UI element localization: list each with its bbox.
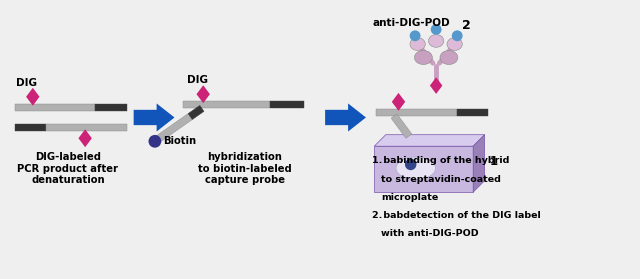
Text: Biotin: Biotin [163, 136, 196, 146]
Polygon shape [183, 101, 270, 108]
Text: 1. babinding of the hybrid: 1. babinding of the hybrid [372, 156, 509, 165]
Polygon shape [376, 109, 456, 116]
FancyArrow shape [134, 104, 175, 131]
Text: 2. babdetection of the DIG label: 2. babdetection of the DIG label [372, 211, 541, 220]
Polygon shape [153, 114, 192, 144]
Polygon shape [391, 114, 412, 138]
Text: to streptavidin-coated: to streptavidin-coated [381, 175, 501, 184]
Polygon shape [15, 124, 46, 131]
Polygon shape [392, 93, 405, 111]
Ellipse shape [429, 35, 444, 47]
Ellipse shape [396, 157, 436, 179]
Text: hybridization
to biotin-labeled
capture probe: hybridization to biotin-labeled capture … [198, 152, 292, 185]
Polygon shape [15, 104, 95, 111]
Polygon shape [188, 105, 204, 120]
Circle shape [148, 135, 161, 148]
Text: DIG: DIG [187, 75, 207, 85]
Polygon shape [79, 129, 92, 147]
Polygon shape [374, 146, 473, 192]
Text: 2: 2 [461, 20, 470, 32]
Polygon shape [196, 85, 210, 103]
FancyArrow shape [325, 104, 366, 131]
Text: microplate: microplate [381, 193, 438, 202]
Text: 1: 1 [490, 155, 498, 168]
Circle shape [410, 30, 420, 41]
Polygon shape [430, 77, 442, 94]
Polygon shape [374, 135, 484, 146]
Polygon shape [95, 104, 127, 111]
Ellipse shape [440, 50, 458, 64]
Polygon shape [270, 101, 304, 108]
Circle shape [405, 159, 417, 170]
Ellipse shape [447, 38, 462, 50]
Circle shape [452, 30, 463, 41]
Polygon shape [46, 124, 127, 131]
Circle shape [431, 24, 442, 35]
Text: DIG-labeled
PCR product after
denaturation: DIG-labeled PCR product after denaturati… [17, 152, 118, 185]
Polygon shape [26, 88, 40, 106]
Ellipse shape [410, 38, 426, 50]
Text: anti-DIG-POD: anti-DIG-POD [372, 18, 450, 28]
Polygon shape [456, 109, 488, 116]
Text: DIG: DIG [16, 78, 37, 88]
Text: with anti-DIG-POD: with anti-DIG-POD [381, 229, 479, 237]
Ellipse shape [415, 50, 433, 64]
Polygon shape [473, 135, 484, 192]
